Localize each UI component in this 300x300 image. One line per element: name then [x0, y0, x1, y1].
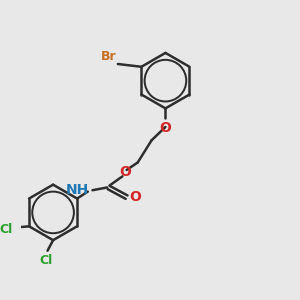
Text: Cl: Cl — [40, 254, 53, 267]
Text: Br: Br — [101, 50, 116, 63]
Text: O: O — [160, 121, 171, 135]
Text: NH: NH — [66, 183, 89, 197]
Text: Cl: Cl — [0, 223, 12, 236]
Text: O: O — [129, 190, 141, 204]
Text: O: O — [119, 165, 131, 179]
